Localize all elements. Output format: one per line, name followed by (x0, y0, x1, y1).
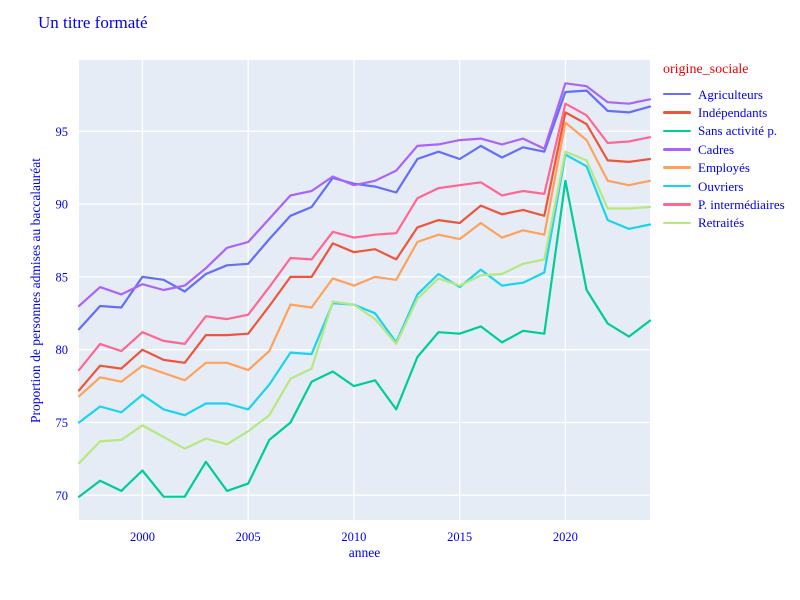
series-line-Cadres (77, 82, 652, 308)
series-line-Retraités (77, 150, 652, 465)
series-line-Ouvriers (77, 153, 652, 424)
legend-item-Ouvriers[interactable]: Ouvriers (663, 177, 799, 195)
x-tick-label: 2000 (130, 530, 155, 544)
legend-item-label: Sans activité p. (698, 123, 778, 139)
x-tick-label: 2005 (236, 530, 261, 544)
legend-item-Cadres[interactable]: Cadres (663, 140, 799, 158)
legend-swatch-line (663, 111, 691, 114)
x-tick-label: 2010 (341, 530, 366, 544)
legend-item-Employés[interactable]: Employés (663, 159, 799, 177)
y-tick-label: 70 (56, 489, 69, 503)
legend-item-label: Ouvriers (698, 178, 744, 194)
series-line-Indépendants (77, 111, 652, 392)
chart-title: Un titre formaté (38, 13, 148, 32)
legend-swatch-line (663, 148, 691, 151)
x-tick-label: 2015 (447, 530, 472, 544)
y-tick-label: 90 (56, 198, 69, 212)
series-line-P. intermédiaires (77, 102, 652, 372)
x-axis-title: annee (348, 545, 381, 560)
legend-item-label: P. intermédiaires (698, 197, 785, 213)
y-tick-label: 95 (56, 125, 69, 139)
legend-swatch-line (663, 92, 691, 96)
legend-item-label: Employés (698, 160, 750, 176)
legend-title: origine_sociale (663, 62, 749, 77)
series-line-Agriculteurs (77, 89, 652, 331)
series-line-Sans activité p. (77, 179, 652, 498)
legend-swatch-line (663, 166, 691, 170)
y-tick-label: 75 (56, 416, 69, 430)
series-line-Employés (77, 121, 652, 398)
legend-swatch-line (663, 221, 691, 225)
y-tick-label: 85 (56, 270, 69, 284)
legend-items: Agriculteurs Indépendants Sans activité p.… (663, 85, 799, 232)
legend-item-label: Cadres (698, 141, 735, 157)
legend-swatch-line (663, 203, 691, 206)
x-tick-label: 2020 (553, 530, 578, 544)
legend-item-label: Retraités (698, 215, 745, 231)
legend: origine_sociale Agriculteurs Indépendants… (663, 62, 799, 232)
legend-item-Retraités[interactable]: Retraités (663, 214, 799, 232)
legend-item-P. intermédiaires[interactable]: P. intermédiaires (663, 195, 799, 213)
legend-swatch-line (663, 129, 691, 133)
y-tick-label: 80 (56, 343, 69, 357)
legend-item-Sans activité p.[interactable]: Sans activité p. (663, 122, 799, 140)
legend-swatch-line (663, 184, 691, 188)
legend-item-Indépendants[interactable]: Indépendants (663, 103, 799, 121)
y-axis-title: Proportion de personnes admises au bacca… (28, 157, 43, 423)
legend-item-label: Indépendants (698, 105, 768, 121)
legend-item-Agriculteurs[interactable]: Agriculteurs (663, 85, 799, 103)
legend-item-label: Agriculteurs (698, 86, 763, 102)
